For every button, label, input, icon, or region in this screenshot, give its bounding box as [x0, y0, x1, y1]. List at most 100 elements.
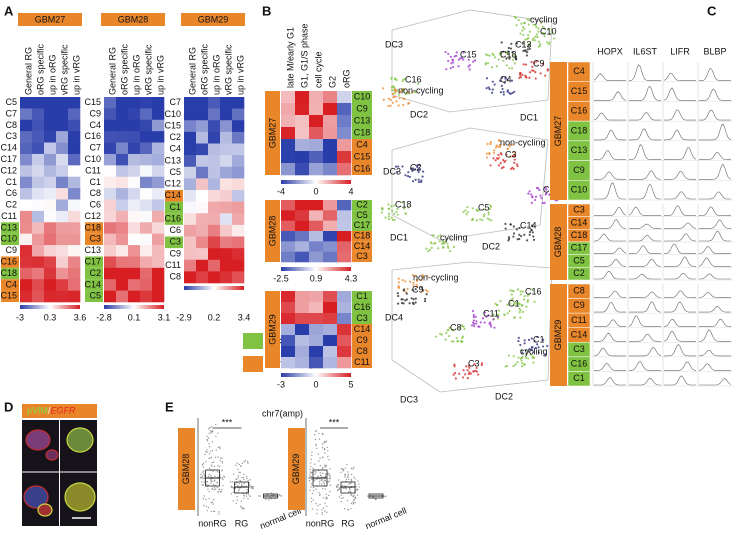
cell-point: [424, 297, 427, 300]
heatmap-cell: [184, 166, 197, 179]
cell-point: [464, 209, 467, 212]
density-curve: [698, 257, 731, 267]
heatmap-cell: [184, 248, 197, 261]
cell-point: [206, 438, 209, 441]
row-label-box: [352, 210, 372, 221]
heatmap-cell: [104, 279, 117, 291]
cell-point: [344, 467, 347, 469]
cell-point: [202, 472, 205, 475]
heatmap-cell: [309, 127, 324, 140]
cell-point: [522, 33, 525, 37]
cell-point: [313, 490, 315, 492]
cell-point: [527, 338, 531, 341]
cell-point: [314, 438, 317, 441]
heatmap-cell: [68, 222, 81, 234]
cell-point: [350, 478, 353, 481]
density-curve: [699, 191, 731, 200]
row-label-box: [352, 91, 372, 103]
cell-point: [510, 293, 513, 296]
cell-point: [321, 483, 323, 485]
cell-point: [512, 232, 516, 235]
cell-point: [312, 486, 315, 489]
row-label: C5: [169, 167, 181, 177]
density-curve: [699, 163, 732, 180]
cell-point: [241, 476, 243, 479]
cell-point: [367, 495, 369, 497]
heatmap-cell: [295, 200, 310, 211]
heatmap-cell: [184, 201, 197, 214]
density-curve: [629, 170, 662, 180]
cell-point: [222, 485, 224, 487]
cell-point: [349, 490, 352, 493]
cell-point: [518, 76, 521, 80]
row-label-box: [352, 335, 372, 346]
cell-point: [446, 245, 449, 248]
significance: ***: [222, 417, 233, 427]
cell-point: [325, 497, 327, 500]
axis-label: DC3: [383, 166, 401, 176]
cell-point: [512, 289, 515, 293]
cell-point: [318, 483, 321, 485]
cell-point: [412, 281, 415, 284]
cell-point: [499, 152, 502, 155]
heatmap-cell: [295, 91, 310, 104]
cell-point: [481, 219, 484, 222]
cell-point: [425, 289, 428, 292]
heatmap-cell: [281, 151, 296, 164]
cell-point: [541, 201, 544, 205]
cell-point: [448, 249, 452, 253]
cell-point: [348, 478, 350, 480]
density-curve: [628, 315, 661, 327]
density-curve: [664, 222, 697, 229]
density-curve: [593, 112, 626, 121]
row-label: C8: [89, 188, 101, 198]
column-label: vRG specific: [223, 44, 233, 95]
heatmap-cell: [56, 153, 69, 166]
cell-point: [205, 483, 207, 486]
cell-point: [489, 141, 492, 144]
cell-point: [498, 143, 501, 147]
row-label: C1: [573, 373, 585, 383]
cell-point: [534, 23, 537, 26]
heatmap-cell: [323, 163, 338, 176]
sample-name: GBM29: [198, 14, 229, 24]
cell-point: [312, 467, 314, 470]
cell-point: [412, 284, 415, 287]
heatmap-cell: [56, 199, 69, 212]
density-curve: [699, 206, 731, 216]
sample-name: GBM28: [181, 454, 191, 485]
cell-point: [494, 159, 497, 162]
cell-point: [435, 335, 438, 338]
heatmap-cell: [140, 233, 153, 246]
heatmap-cell: [44, 222, 57, 234]
cell-point: [533, 300, 536, 303]
cell-point: [310, 465, 312, 468]
cell-point: [387, 207, 390, 211]
cell-point: [384, 495, 386, 498]
sample-name: GBM28: [267, 216, 277, 247]
cell-point: [537, 40, 541, 43]
cell-point: [537, 45, 540, 48]
heatmap-cell: [152, 153, 165, 166]
row-label: C8: [356, 346, 368, 356]
row-label: C3: [89, 234, 101, 244]
cell-point: [393, 212, 396, 215]
cell-point: [341, 497, 343, 500]
row-label: C11: [165, 260, 181, 270]
heatmap-cell: [337, 346, 352, 358]
heatmap-cell: [281, 220, 296, 232]
cell-point: [243, 494, 245, 497]
cell-point: [403, 288, 406, 291]
cell-point: [532, 361, 535, 364]
heatmap-cell: [337, 151, 352, 164]
cell-point: [462, 58, 465, 61]
heatmap-cell: [116, 245, 129, 257]
cell-point: [324, 475, 327, 478]
plot-box: [391, 127, 549, 241]
cell-point: [350, 473, 353, 476]
cell-point: [407, 91, 410, 94]
heatmap-cell: [281, 313, 296, 325]
cell-point: [492, 313, 495, 316]
cell-point: [210, 510, 212, 513]
cell-point: [507, 237, 511, 240]
